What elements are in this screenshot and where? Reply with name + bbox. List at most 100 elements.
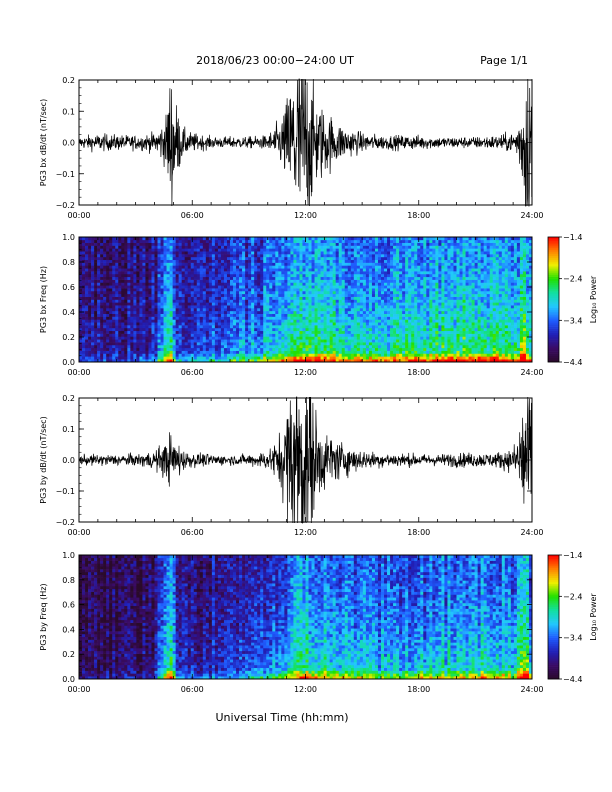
heat-cell [175, 316, 179, 320]
heat-cell [85, 359, 89, 363]
heat-cell [374, 313, 379, 317]
heat-cell [308, 242, 312, 246]
heat-cell [387, 282, 391, 286]
heat-cell [314, 339, 318, 343]
heat-cell [296, 308, 300, 312]
heat-cell [371, 268, 376, 272]
heat-cell [248, 333, 252, 337]
heat-cell [106, 353, 110, 357]
heat-cell [82, 353, 86, 357]
heat-cell [109, 308, 113, 312]
heat-cell [335, 302, 340, 306]
heat-cell [290, 347, 294, 351]
heat-cell [236, 302, 240, 306]
heat-cell [396, 319, 400, 323]
heat-cell [411, 353, 415, 357]
heat-cell [347, 245, 352, 249]
heat-cell [353, 350, 358, 354]
heat-cell [181, 288, 185, 292]
heat-cell [396, 330, 400, 334]
heat-cell [236, 251, 240, 255]
heat-cell [142, 299, 146, 303]
heat-cell [214, 256, 219, 261]
heat-cell [148, 313, 152, 317]
heat-cell [281, 333, 285, 337]
heat-cell [142, 339, 146, 343]
heat-cell [365, 242, 370, 246]
heat-cell [145, 344, 149, 349]
heat-cell [145, 271, 149, 275]
heat-cell [115, 276, 119, 280]
heat-cell [254, 285, 258, 289]
heat-cell [239, 325, 243, 329]
heat-cell [317, 262, 321, 266]
heat-cell [269, 248, 273, 252]
heat-cell [79, 359, 83, 363]
heat-cell [402, 268, 406, 272]
heat-cell [121, 319, 125, 323]
heat-cell [208, 279, 213, 283]
heat-cell [226, 353, 231, 357]
heat-cell [208, 285, 213, 289]
heat-cell [320, 237, 324, 241]
heat-cell [196, 356, 201, 360]
y-tick-label: −0.1 [56, 170, 75, 179]
heat-cell [326, 296, 330, 300]
heat-cell [317, 322, 321, 326]
heat-cell [317, 344, 321, 349]
heat-cell [257, 288, 261, 292]
heat-cell [293, 316, 297, 320]
heat-cell [293, 322, 297, 326]
heat-cell [371, 239, 376, 243]
heat-cell [148, 259, 152, 263]
heat-cell [118, 279, 122, 283]
heat-cell [169, 251, 173, 255]
heat-cell [269, 356, 273, 360]
heat-cell [335, 344, 340, 349]
heat-cell [390, 327, 394, 332]
heat-cell [260, 347, 264, 351]
heat-cell [236, 285, 240, 289]
heat-cell [332, 245, 336, 249]
heat-cell [374, 237, 379, 241]
heat-cell [178, 282, 182, 286]
heat-cell [317, 242, 321, 246]
heat-cell [338, 336, 343, 340]
heat-cell [169, 271, 173, 275]
heat-cell [175, 353, 179, 357]
heat-cell [399, 347, 403, 351]
heat-cell [136, 308, 140, 312]
heat-cell [254, 299, 258, 303]
heat-cell [100, 276, 104, 280]
heat-cell [239, 336, 243, 340]
heat-cell [248, 276, 252, 280]
heat-cell [275, 273, 279, 278]
heat-cell [299, 356, 303, 360]
heat-cell [293, 325, 297, 329]
heat-cell [377, 293, 382, 297]
heat-cell [112, 242, 116, 246]
heat-cell [329, 356, 333, 360]
heat-cell [393, 288, 397, 292]
heat-cell [172, 336, 176, 340]
heat-cell [402, 282, 406, 286]
heat-cell [405, 325, 409, 329]
heat-cell [254, 242, 258, 246]
heat-cell [157, 356, 161, 360]
heat-cell [196, 290, 201, 295]
heat-cell [196, 353, 201, 357]
heat-cell [196, 305, 201, 309]
heat-cell [374, 310, 379, 314]
heat-cell [172, 251, 176, 255]
heat-cell [299, 271, 303, 275]
heat-cell [217, 342, 222, 346]
heat-cell [239, 256, 243, 261]
heat-cell [299, 330, 303, 334]
heat-cell [79, 282, 83, 286]
heat-cell [347, 327, 352, 332]
heat-cell [202, 237, 207, 241]
heat-cell [245, 299, 249, 303]
heat-cell [338, 288, 343, 292]
heat-cell [344, 339, 349, 343]
heat-cell [97, 316, 101, 320]
